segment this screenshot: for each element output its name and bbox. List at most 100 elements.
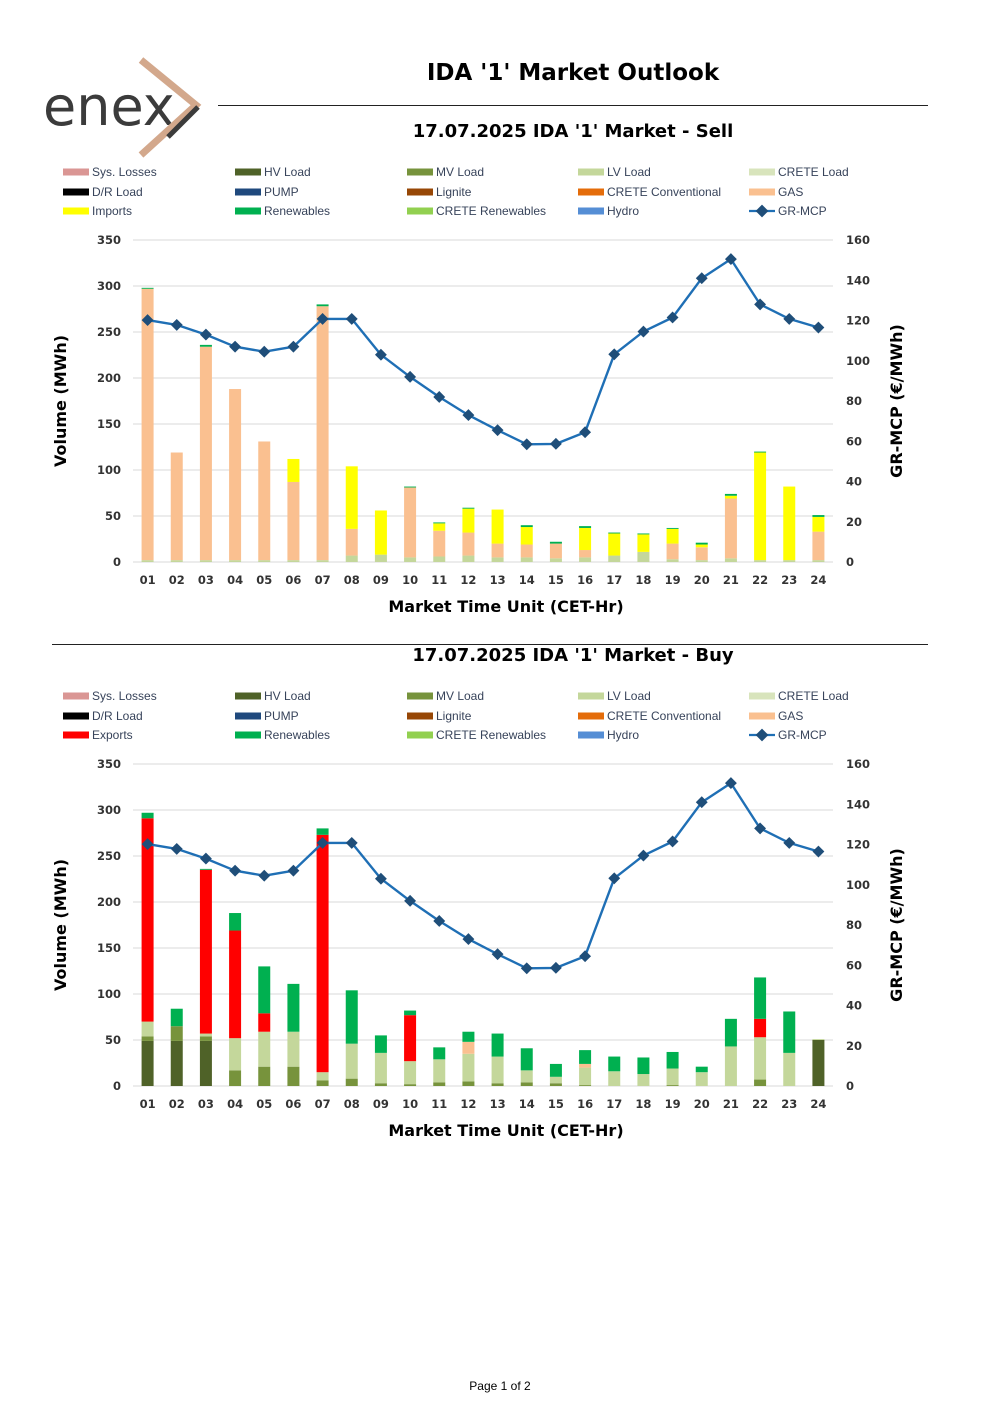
legend-label: Lignite	[436, 185, 472, 199]
legend-label: CRETE Load	[778, 689, 849, 703]
bar-segment-mv-load	[433, 1082, 446, 1086]
bar-segment-lv-load	[141, 560, 154, 562]
bar-segment-imports	[754, 452, 767, 561]
bar-segment-mv-load	[229, 1070, 242, 1086]
mcp-point-marker	[579, 426, 592, 439]
x-tick-label: 13	[490, 1097, 506, 1111]
legend-item: Sys. Losses	[63, 689, 157, 703]
legend-item: Lignite	[407, 709, 472, 723]
legend-swatch	[407, 207, 433, 215]
y2-tick-label: 160	[846, 757, 870, 771]
y2-tick-label: 0	[846, 1079, 854, 1093]
x-tick-label: 03	[198, 573, 214, 587]
bar-segment-gas	[287, 481, 300, 561]
bar-segment-gas	[258, 441, 271, 561]
buy-market-chart: 17.07.2025 IDA '1' Market - Buy Sys. Loss…	[51, 645, 906, 1140]
x-tick-label: 05	[256, 1097, 272, 1111]
bar-segment-mv-load	[345, 1078, 358, 1086]
bar-segment-lv-load	[637, 551, 650, 562]
bar-segment-renewables	[316, 828, 329, 835]
legend-swatch	[235, 712, 261, 720]
bar-segment-exports	[754, 1018, 767, 1038]
legend-swatch	[578, 712, 604, 720]
legend-label: Imports	[92, 204, 132, 218]
x-tick-label: 23	[781, 1097, 797, 1111]
x-tick-label: 04	[227, 1097, 243, 1111]
bar-segment-renewables	[316, 304, 329, 307]
bar-segment-lv-load	[783, 1052, 796, 1086]
legend-item: Renewables	[235, 728, 330, 742]
x-tick-label: 23	[781, 573, 797, 587]
y-tick-label: 150	[97, 941, 121, 955]
bar-segment-renewables	[345, 990, 358, 1044]
bar-segment-renewables	[199, 868, 212, 870]
x-tick-label: 24	[810, 573, 826, 587]
y-tick-label: 100	[97, 463, 121, 477]
bar-segment-renewables	[433, 522, 446, 524]
bar-segment-hv-load	[170, 1040, 183, 1086]
enex-logo: enex	[40, 55, 210, 160]
legend-label: D/R Load	[92, 185, 143, 199]
bar-segment-imports	[345, 466, 358, 529]
y2-tick-label: 120	[846, 314, 870, 328]
bar-segment-renewables	[549, 1063, 562, 1077]
bar-segment-imports	[462, 508, 475, 533]
bar-segment-mv-load	[462, 1081, 475, 1086]
mcp-point-marker	[404, 894, 417, 907]
legend-item: CRETE Renewables	[407, 728, 546, 742]
x-tick-label: 19	[665, 1097, 681, 1111]
bar-segment-renewables	[374, 1035, 387, 1053]
bar-segment-imports	[520, 527, 533, 545]
bar-segment-hv-load	[141, 1040, 154, 1086]
x-tick-label: 07	[315, 1097, 331, 1111]
legend-label: HV Load	[264, 689, 311, 703]
bar-segment-gas	[316, 306, 329, 561]
bar-segment-renewables	[637, 1057, 650, 1075]
bar-segment-renewables	[695, 542, 708, 545]
x-tick-label: 24	[810, 1097, 826, 1111]
bar-segment-renewables	[608, 1056, 621, 1072]
legend-label: Sys. Losses	[92, 165, 157, 179]
legend-item: Imports	[63, 204, 132, 218]
bar-segment-lv-load	[433, 556, 446, 562]
bar-segment-gas	[141, 288, 154, 561]
x-tick-label: 19	[665, 573, 681, 587]
enex-logo-graphic: enex	[43, 57, 202, 158]
y-tick-label: 300	[97, 803, 121, 817]
chart-title: 17.07.2025 IDA '1' Market - Sell	[413, 121, 734, 142]
bar-segment-lv-load	[316, 1072, 329, 1081]
x-tick-label: 14	[519, 573, 535, 587]
mcp-point-marker	[229, 864, 242, 877]
bar-segment-mv-load	[520, 1082, 533, 1086]
bar-segment-lv-load	[695, 560, 708, 562]
y2-tick-label: 100	[846, 354, 870, 368]
bar-segment-hv-load	[812, 1040, 825, 1086]
y2-tick-label: 160	[846, 233, 870, 247]
bar-segment-gas	[812, 531, 825, 561]
legend-label: Hydro	[607, 728, 639, 742]
legend-swatch	[63, 188, 89, 196]
bar-segment-renewables	[637, 533, 650, 535]
bar-segment-lv-load	[462, 555, 475, 562]
bar-segment-lv-load	[287, 560, 300, 562]
bar-segment-mv-load	[491, 1083, 504, 1086]
bar-segment-renewables	[549, 541, 562, 544]
bar-segment-lv-load	[374, 1052, 387, 1084]
legend-item: MV Load	[407, 689, 484, 703]
legend-swatch	[578, 207, 604, 215]
x-tick-label: 13	[490, 573, 506, 587]
y-axis-title: Volume (MWh)	[51, 335, 70, 467]
x-tick-label: 02	[169, 1097, 185, 1111]
bar-segment-renewables	[258, 966, 271, 1014]
bar-segment-lv-load	[754, 1037, 767, 1080]
bar-segment-renewables	[695, 1066, 708, 1073]
bar-segment-lv-load	[608, 555, 621, 562]
legend-swatch	[749, 188, 775, 196]
bar-segment-lv-load	[549, 558, 562, 562]
bar-segment-renewables	[141, 812, 154, 819]
x-tick-label: 15	[548, 1097, 564, 1111]
legend-swatch	[578, 731, 604, 739]
mcp-point-marker	[724, 253, 737, 266]
mcp-series-line	[147, 781, 819, 970]
mcp-point-marker	[549, 437, 562, 450]
